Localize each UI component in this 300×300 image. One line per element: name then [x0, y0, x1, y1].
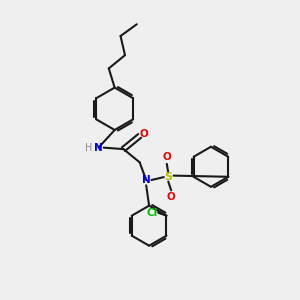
Text: H: H	[85, 142, 93, 153]
Text: O: O	[167, 192, 176, 202]
Text: O: O	[162, 152, 171, 162]
Text: N: N	[94, 142, 103, 153]
Text: Cl: Cl	[146, 208, 158, 218]
Text: N: N	[142, 175, 151, 185]
Text: O: O	[140, 128, 148, 139]
Text: S: S	[164, 172, 172, 182]
